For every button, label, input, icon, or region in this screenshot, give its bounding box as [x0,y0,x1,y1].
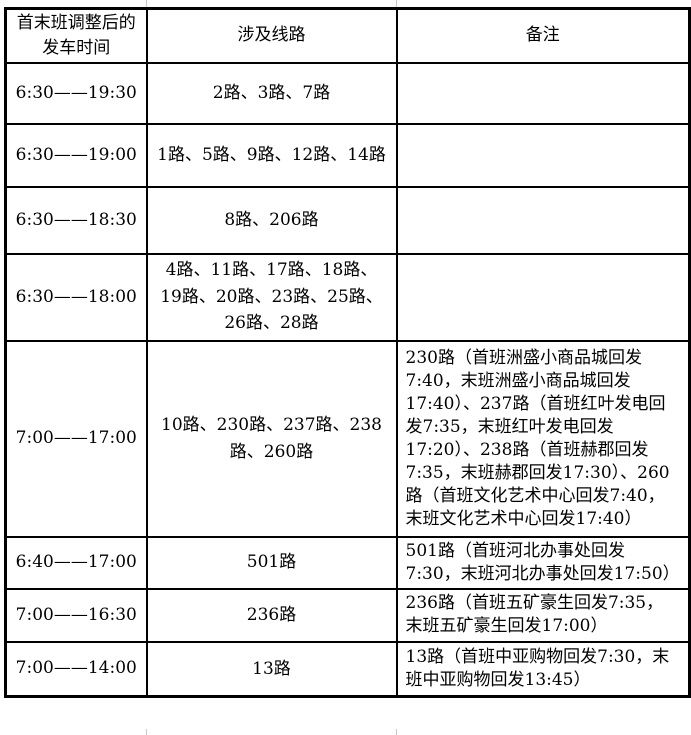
table-row: 6:30——18:30 8路、206路 [4,185,691,255]
routes-cell: 8路、206路 [145,185,398,255]
bus-departure-timetable: 首末班调整后的发车时间 涉及线路 备注 6:30——19:30 2路、3路、7路… [4,7,691,698]
header-departure-time: 首末班调整后的发车时间 [4,7,148,64]
table-row: 7:00——17:00 10路、230路、237路、238路、260路 230路… [4,339,691,538]
routes-cell: 4路、11路、17路、18路、19路、20路、23路、25路、26路、28路 [145,252,398,342]
routes-cell: 501路 [145,535,398,590]
remark-cell: 13路（首班中亚购物回发7:30，末班中亚购物回发13:45） [395,640,691,698]
routes-cell: 10路、230路、237路、238路、260路 [145,339,398,538]
time-cell: 6:30——18:30 [4,185,148,255]
top-gridline-stub-col1 [146,0,147,8]
remark-cell: 230路（首班洲盛小商品城回发7:40，末班洲盛小商品城回发17:40）、237… [395,339,691,538]
remark-cell: 501路（首班河北办事处回发7:30，末班河北办事处回发17:50） [395,535,691,590]
remark-cell: 236路（首班五矿豪生回发7:35，末班五矿豪生回发17:00） [395,587,691,643]
table-row: 6:30——19:30 2路、3路、7路 [4,61,691,125]
bottom-gridline-stub-col2 [396,729,397,735]
bottom-gridline-stub-col1 [146,729,147,735]
header-row: 首末班调整后的发车时间 涉及线路 备注 [4,7,691,64]
table-row: 6:30——19:00 1路、5路、9路、12路、14路 [4,122,691,188]
table-row: 7:00——16:30 236路 236路（首班五矿豪生回发7:35，末班五矿豪… [4,587,691,643]
routes-cell: 13路 [145,640,398,698]
table-row: 6:30——18:00 4路、11路、17路、18路、19路、20路、23路、2… [4,252,691,342]
time-cell: 7:00——16:30 [4,587,148,643]
time-cell: 6:30——18:00 [4,252,148,342]
remark-cell [395,185,691,255]
time-cell: 7:00——14:00 [4,640,148,698]
time-cell: 7:00——17:00 [4,339,148,538]
remark-cell [395,61,691,125]
top-gridline-stub-col2 [396,0,397,8]
header-routes: 涉及线路 [145,7,398,64]
time-cell: 6:30——19:00 [4,122,148,188]
routes-cell: 236路 [145,587,398,643]
table-row: 6:40——17:00 501路 501路（首班河北办事处回发7:30，末班河北… [4,535,691,590]
remark-cell [395,252,691,342]
time-cell: 6:40——17:00 [4,535,148,590]
remark-cell [395,122,691,188]
table-row: 7:00——14:00 13路 13路（首班中亚购物回发7:30，末班中亚购物回… [4,640,691,698]
time-cell: 6:30——19:30 [4,61,148,125]
header-remark: 备注 [395,7,691,64]
routes-cell: 2路、3路、7路 [145,61,398,125]
routes-cell: 1路、5路、9路、12路、14路 [145,122,398,188]
